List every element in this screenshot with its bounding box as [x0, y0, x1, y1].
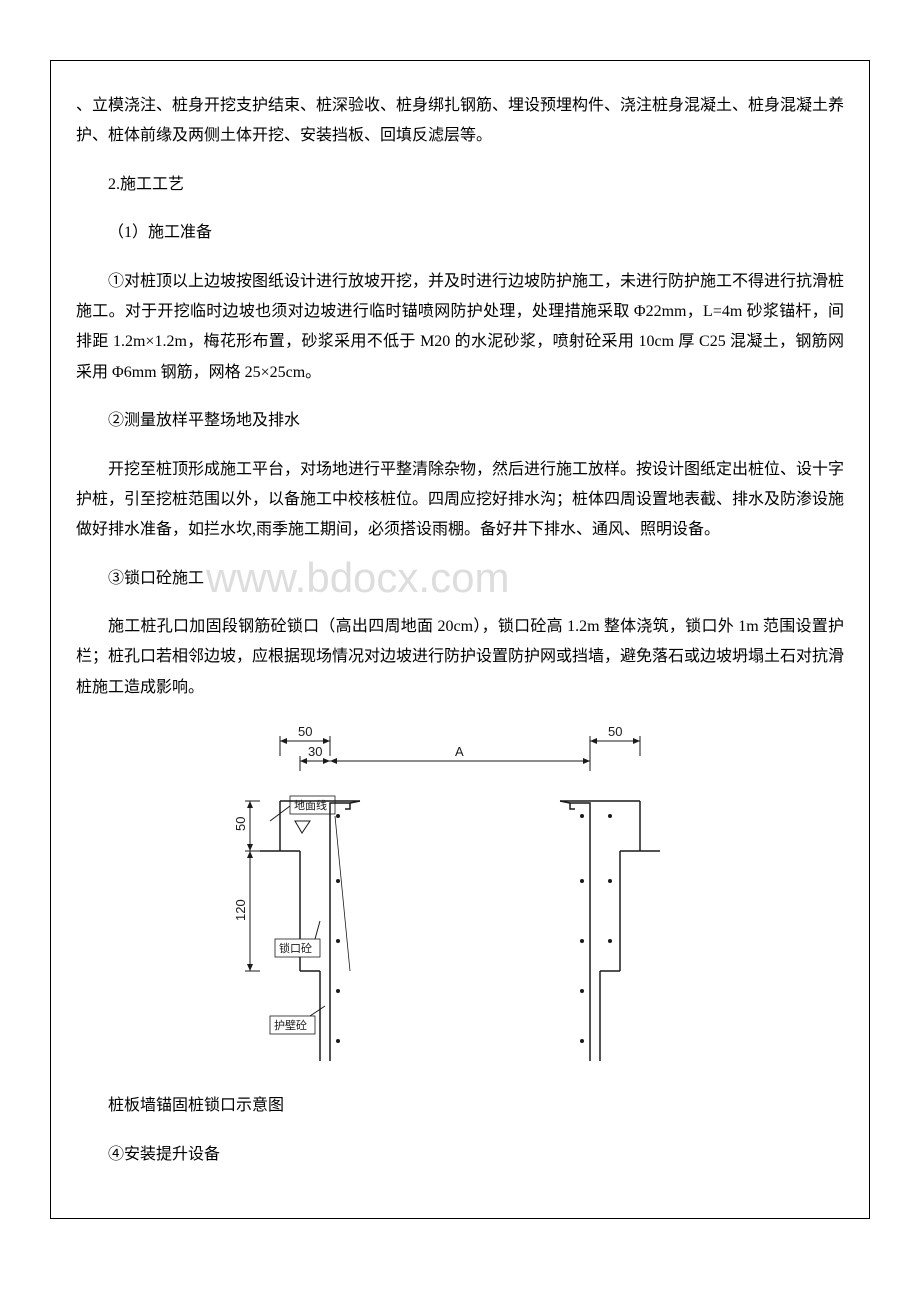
watermark-section: www.bdocx.com ③锁口砼施工 — [76, 564, 844, 594]
text-p8: 施工桩孔口加固段钢筋砼锁口（高出四周地面 20cm），锁口砼高 1.2m 整体浇… — [76, 618, 844, 696]
ground-line-label: 地面线 — [294, 798, 327, 812]
paragraph-4: ①对桩顶以上边坡按图纸设计进行放坡开挖，并及时进行边坡防护施工，未进行防护施工不… — [76, 267, 844, 389]
dim-50-right: 50 — [608, 724, 622, 739]
dim-50-vert: 50 — [233, 817, 248, 831]
paragraph-3: （1）施工准备 — [76, 218, 844, 248]
text-p4: ①对桩顶以上边坡按图纸设计进行放坡开挖，并及时进行边坡防护施工，未进行防护施工不… — [76, 273, 844, 381]
paragraph-1: 、立模浇注、桩身开挖支护结束、桩深验收、桩身绑扎钢筋、埋设预埋构件、浇注桩身混凝… — [76, 91, 844, 152]
diagram-container: 50 30 A 50 50 — [76, 721, 844, 1071]
wall-concrete-label: 护壁砼 — [274, 1018, 307, 1032]
paragraph-2: 2.施工工艺 — [76, 170, 844, 200]
diagram-caption: 桩板墙锚固桩锁口示意图 — [76, 1091, 844, 1121]
dim-30: 30 — [308, 744, 322, 759]
paragraph-6: 开挖至桩顶形成施工平台，对场地进行平整清除杂物，然后进行施工放样。按设计图纸定出… — [76, 455, 844, 546]
paragraph-5: ②测量放样平整场地及排水 — [76, 406, 844, 436]
document-frame: 、立模浇注、桩身开挖支护结束、桩深验收、桩身绑扎钢筋、埋设预埋构件、浇注桩身混凝… — [50, 60, 870, 1219]
caption-text: 桩板墙锚固桩锁口示意图 — [108, 1097, 284, 1114]
text-p1: 、立模浇注、桩身开挖支护结束、桩深验收、桩身绑扎钢筋、埋设预埋构件、浇注桩身混凝… — [76, 97, 844, 144]
text-p6: 开挖至桩顶形成施工平台，对场地进行平整清除杂物，然后进行施工放样。按设计图纸定出… — [76, 461, 844, 539]
paragraph-9: ④安装提升设备 — [76, 1140, 844, 1170]
text-p5: ②测量放样平整场地及排水 — [108, 412, 300, 429]
watermark-text: www.bdocx.com — [206, 554, 509, 602]
lock-mouth-diagram: 50 30 A 50 50 — [220, 721, 700, 1071]
text-p9: ④安装提升设备 — [108, 1146, 220, 1163]
lock-concrete-label: 锁口砼 — [279, 941, 312, 955]
text-p2: 2.施工工艺 — [108, 176, 184, 193]
text-p3: （1）施工准备 — [108, 224, 212, 241]
dim-50-left: 50 — [298, 724, 312, 739]
dim-A: A — [455, 744, 464, 759]
text-p7: ③锁口砼施工 — [108, 570, 204, 587]
paragraph-8: 施工桩孔口加固段钢筋砼锁口（高出四周地面 20cm），锁口砼高 1.2m 整体浇… — [76, 612, 844, 703]
dim-120: 120 — [233, 900, 248, 922]
